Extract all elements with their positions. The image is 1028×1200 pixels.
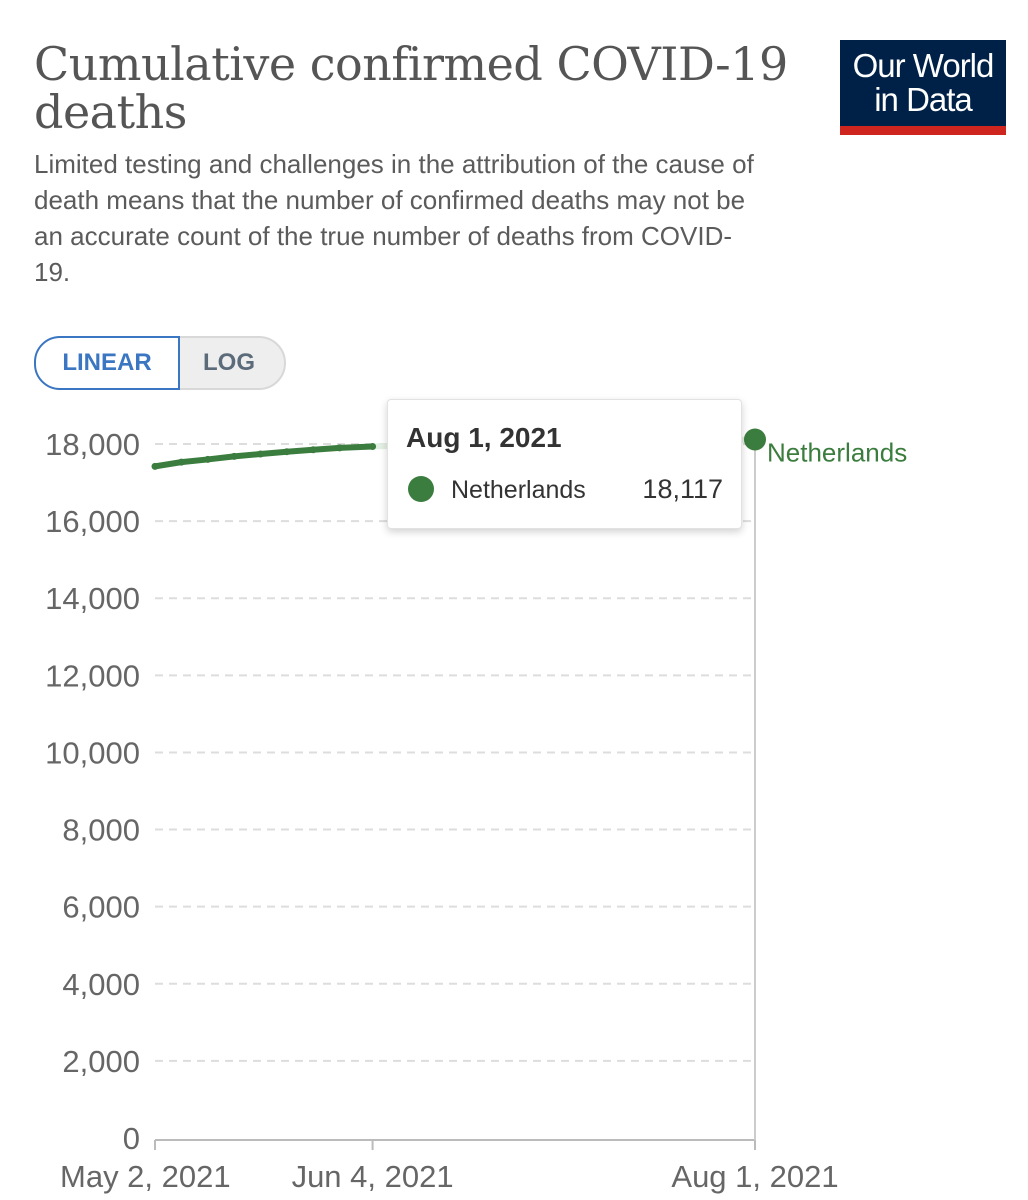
chart-title: Cumulative confirmed COVID-19 deaths bbox=[34, 37, 788, 139]
chart-subtitle: Limited testing and challenges in the at… bbox=[34, 149, 754, 287]
y-tick-label: 2,000 bbox=[62, 1044, 140, 1079]
x-axis: May 2, 2021 Jun 4, 2021 Aug 1, 2021 bbox=[60, 438, 839, 1194]
hover-tooltip: Aug 1, 2021 Netherlands 18,117 bbox=[387, 399, 742, 529]
x-tick-label: Jun 4, 2021 bbox=[292, 1159, 454, 1194]
y-tick-label: 0 bbox=[123, 1121, 140, 1156]
data-point bbox=[256, 450, 264, 458]
data-point bbox=[177, 458, 185, 466]
data-point bbox=[204, 455, 212, 463]
highlight-point bbox=[744, 428, 766, 451]
tooltip-date: Aug 1, 2021 bbox=[406, 422, 562, 453]
tooltip-value: 18,117 bbox=[642, 474, 723, 504]
data-point bbox=[336, 444, 344, 452]
linear-scale-button[interactable]: LINEAR bbox=[34, 336, 180, 390]
logo-line-1: Our World bbox=[852, 47, 995, 84]
scale-toggle: LINEAR LOG bbox=[34, 336, 286, 390]
y-tick-label: 16,000 bbox=[45, 504, 140, 539]
series-label-layer: Netherlands bbox=[767, 437, 907, 467]
y-tick-label: 14,000 bbox=[45, 581, 140, 616]
data-point bbox=[309, 446, 317, 454]
y-tick-label: 10,000 bbox=[45, 735, 140, 770]
y-tick-label: 8,000 bbox=[62, 813, 140, 848]
x-tick-label: Aug 1, 2021 bbox=[671, 1159, 838, 1194]
y-tick-label: 4,000 bbox=[62, 967, 140, 1002]
data-point bbox=[283, 448, 291, 456]
data-point bbox=[369, 443, 377, 451]
y-tick-label: 6,000 bbox=[62, 890, 140, 925]
tooltip-series-name: Netherlands bbox=[451, 476, 586, 504]
y-tick-label: 12,000 bbox=[45, 658, 140, 693]
owid-logo[interactable]: Our World in Data bbox=[840, 40, 1006, 135]
data-point bbox=[230, 452, 238, 460]
series-end-label: Netherlands bbox=[767, 437, 907, 467]
data-point bbox=[151, 462, 159, 470]
y-axis: 0 2,000 4,000 6,000 8,000 10,000 12,000 14,000 1… bbox=[45, 427, 140, 1156]
grid-layer bbox=[155, 443, 755, 1062]
logo-line-2: in Data bbox=[874, 81, 973, 118]
y-tick-label: 18,000 bbox=[45, 427, 140, 462]
log-scale-button[interactable]: LOG bbox=[203, 349, 255, 376]
tooltip-series-dot bbox=[408, 476, 434, 502]
x-tick-label: May 2, 2021 bbox=[60, 1159, 231, 1194]
